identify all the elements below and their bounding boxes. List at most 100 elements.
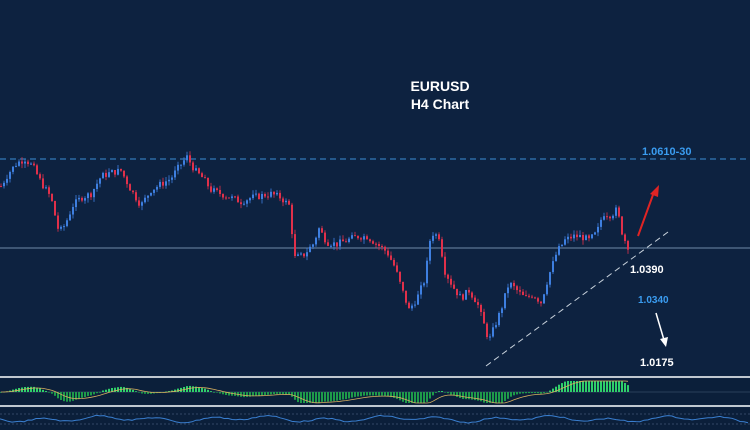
macd-bar xyxy=(168,391,170,392)
candle-body xyxy=(150,192,152,196)
candle-body xyxy=(330,245,332,247)
macd-bar xyxy=(57,392,59,399)
macd-bar xyxy=(45,391,47,392)
candle-body xyxy=(231,196,233,199)
candle-body xyxy=(597,226,599,233)
macd-bar xyxy=(105,389,107,392)
macd-bar xyxy=(171,390,173,392)
candle-body xyxy=(552,261,554,273)
macd-bar xyxy=(597,381,599,392)
candle-body xyxy=(360,238,362,240)
macd-bar xyxy=(402,392,404,402)
macd-bar xyxy=(621,381,623,392)
candle-body xyxy=(15,165,17,167)
candle-body xyxy=(111,170,113,173)
candle-body xyxy=(213,188,215,192)
candle-body xyxy=(525,295,527,297)
macd-bar xyxy=(495,392,497,403)
macd-bar xyxy=(108,388,110,392)
candle-body xyxy=(219,190,221,194)
candle-body xyxy=(174,170,176,178)
candle-body xyxy=(129,184,131,191)
oscillator-pane xyxy=(0,408,750,430)
macd-bar xyxy=(408,392,410,403)
macd-bar xyxy=(492,392,494,403)
candle-body xyxy=(198,168,200,174)
macd-bar xyxy=(420,392,422,403)
candle-body xyxy=(378,244,380,246)
macd-bar xyxy=(471,392,473,400)
macd-bar xyxy=(504,392,506,401)
candle-body xyxy=(399,271,401,282)
candle-body xyxy=(480,305,482,312)
macd-bar xyxy=(591,381,593,392)
macd-bar xyxy=(555,386,557,392)
candle-body xyxy=(618,207,620,217)
candle-body xyxy=(429,240,431,261)
candle-body xyxy=(117,168,119,175)
candle-body xyxy=(405,290,407,303)
candle-body xyxy=(336,242,338,247)
macd-bar xyxy=(213,391,215,393)
candle-body xyxy=(585,235,587,241)
candle-body xyxy=(201,173,203,178)
macd-bar xyxy=(375,392,377,396)
candle-body xyxy=(582,235,584,241)
candle-body xyxy=(123,170,125,177)
candle-body xyxy=(105,172,107,177)
macd-bar xyxy=(177,388,179,392)
candle-body xyxy=(153,189,155,193)
macd-bar xyxy=(429,392,431,399)
candle-body xyxy=(234,196,236,198)
candle-body xyxy=(435,234,437,236)
macd-bar xyxy=(93,392,95,395)
candle-body xyxy=(282,198,284,203)
downside-target-label: 1.0175 xyxy=(640,357,674,369)
macd-bar xyxy=(246,392,248,397)
candle-body xyxy=(252,194,254,199)
macd-bar xyxy=(624,383,626,392)
macd-bar xyxy=(417,392,419,403)
chart-subtitle: H4 Chart xyxy=(411,96,470,112)
candle-body xyxy=(498,313,500,326)
candle-body xyxy=(183,160,185,165)
macd-bar xyxy=(240,392,242,397)
macd-bar xyxy=(300,392,302,403)
candle-body xyxy=(531,296,533,298)
candle-body xyxy=(333,242,335,246)
macd-bar xyxy=(486,392,488,403)
candle-body xyxy=(513,282,515,287)
macd-bar xyxy=(531,392,533,393)
candle-body xyxy=(132,190,134,193)
macd-bar xyxy=(315,392,317,403)
macd-bar xyxy=(360,392,362,397)
macd-bar xyxy=(594,381,596,392)
macd-bar xyxy=(537,392,539,394)
macd-bar xyxy=(210,391,212,392)
candle-body xyxy=(30,163,32,165)
macd-bar xyxy=(201,388,203,392)
macd-bar xyxy=(54,392,56,396)
macd-bar xyxy=(528,392,530,394)
macd-bar xyxy=(114,387,116,392)
candle-body xyxy=(390,255,392,260)
candle-body xyxy=(591,234,593,239)
candle-body xyxy=(12,166,14,172)
macd-bar xyxy=(423,392,425,403)
candle-body xyxy=(387,250,389,256)
candle-body xyxy=(555,254,557,262)
macd-bar xyxy=(228,392,230,396)
macd-bar xyxy=(510,392,512,397)
candle-body xyxy=(483,311,485,324)
macd-bar xyxy=(321,392,323,402)
macd-bar xyxy=(72,392,74,401)
macd-bar xyxy=(150,392,152,394)
macd-bar xyxy=(489,392,491,403)
candle-body xyxy=(45,187,47,189)
candle-body xyxy=(351,235,353,239)
candle-body xyxy=(240,202,242,205)
macd-bar xyxy=(363,392,365,396)
candle-body xyxy=(135,192,137,201)
macd-bar xyxy=(357,392,359,397)
macd-bar xyxy=(561,383,563,392)
